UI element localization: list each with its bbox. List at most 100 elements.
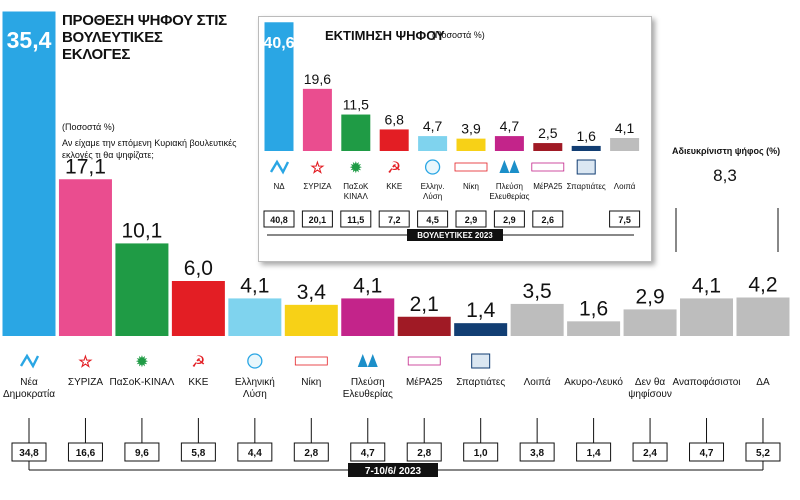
inset-bar-1-bar: [264, 22, 294, 151]
bar-14-category-label: ΔΑ: [756, 377, 770, 388]
inset-bar-7-logo: [499, 160, 520, 173]
inset-bar-1-category-label: ΝΔ: [273, 182, 285, 191]
bar-9-value-label: 1,4: [466, 299, 496, 322]
inset-bar-8-category-label: ΜέΡΑ25: [533, 182, 563, 191]
bar-5-bar: [228, 298, 282, 336]
inset-bar-3-result-value: 11,5: [347, 215, 364, 225]
inset-bar-3-value-label: 11,5: [343, 97, 369, 113]
bar-13-bar: [680, 298, 734, 336]
bar-13-previous-box: [689, 442, 725, 462]
inset-bar-1-logo: [269, 159, 290, 175]
bar-12-category-label: Δεν θα ψηφίσουν: [628, 377, 672, 400]
inset-bar-9-logo: [576, 159, 596, 175]
inset-bar-5-result-box: [417, 210, 449, 228]
bar-4-bar: [171, 281, 225, 336]
bar-6-logo: [294, 356, 328, 366]
inset-bar-10-category-label: Λοιπά: [614, 182, 636, 191]
bar-7-previous-box: [350, 442, 386, 462]
inset-bar-10-bar: [610, 138, 640, 151]
inset-bar-5-bar: [418, 136, 448, 151]
bar-10-bar: [510, 303, 564, 336]
estimate-unit: (Ποσοστά %): [432, 30, 485, 40]
inset-bar-7-category-label: Πλεύση Ελευθερίας: [489, 182, 529, 201]
inset-bar-6-result-box: [455, 210, 487, 228]
inset-bar-2-bar: [302, 88, 332, 151]
bar-3-bar: [115, 243, 169, 336]
bar-3-category-label: ΠαΣοΚ-ΚΙΝΑΛ: [110, 377, 175, 388]
bar-6-previous-box: [293, 442, 329, 462]
bar-5-previous-value: 4,4: [248, 448, 262, 459]
bar-7-value-label: 4,1: [353, 274, 382, 297]
inset-bar-1-value-label: 40,6: [263, 35, 294, 52]
estimate-title: ΕΚΤΙΜΗΣΗ ΨΗΦΟΥ: [325, 28, 445, 43]
bar-3-previous-box: [124, 442, 160, 462]
bar-6-value-label: 3,4: [297, 281, 327, 304]
main-chart-unit: (Ποσοστά %): [62, 122, 115, 132]
bar-5-category-label: Ελληνική Λύση: [235, 376, 275, 400]
inset-bar-8-bar: [533, 143, 563, 151]
bar-9-logo: [471, 353, 491, 369]
bar-13-value-label: 4,1: [692, 274, 721, 297]
inset-bar-3-category-label: ΠαΣοΚ ΚΙΝΑΛ: [343, 182, 369, 201]
bar-4-value-label: 6,0: [184, 257, 213, 280]
bar-7-category-label: Πλεύση Ελευθερίας: [343, 376, 393, 400]
bar-6-category-label: Νίκη: [301, 376, 321, 388]
inset-bar-4-result-value: 7,2: [388, 215, 401, 225]
bar-9-bar: [454, 323, 508, 336]
bar-9-previous-value: 1,0: [474, 448, 488, 459]
inset-bar-3-logo: ✹: [349, 160, 362, 177]
bar-5-logo: [247, 353, 263, 369]
bar-1-category-label: Νέα Δημοκρατία: [3, 376, 55, 400]
inset-bar-10-result-box: [609, 210, 641, 228]
estimate-inset: 40,6 ΝΔ 40,8 19,6 ☆ ΣΥΡΙΖΑ 20,1 11,5 ✹ ΠαΣοΚ ΚΙΝΑΛ…: [258, 16, 652, 262]
inset-bar-6-value-label: 3,9: [461, 121, 481, 137]
bar-3-logo: ✹: [135, 354, 148, 371]
results-badge: [407, 229, 503, 241]
inset-bar-2-category-label: ΣΥΡΙΖΑ: [303, 182, 332, 191]
inset-bar-6-logo: [454, 162, 488, 172]
bar-6-previous-value: 2,8: [304, 448, 318, 459]
bar-12-bar: [623, 309, 677, 336]
undecided-box: [668, 140, 788, 250]
inset-bar-4-value-label: 6,8: [384, 111, 404, 127]
inset-bar-5-category-label: Ελλην. Λύση: [421, 182, 445, 201]
inset-bar-8-logo: [531, 162, 565, 172]
bar-11-previous-value: 1,4: [587, 448, 601, 459]
bar-2-previous-box: [67, 442, 103, 462]
bar-12-previous-value: 2,4: [643, 448, 657, 459]
bar-10-value-label: 3,5: [523, 280, 552, 303]
inset-bar-9-value-label: 1,6: [576, 128, 596, 144]
bar-4-previous-box: [180, 442, 216, 462]
bar-12-value-label: 2,9: [635, 285, 664, 308]
main-chart-title: ΠΡΟΘΕΣΗ ΨΗΦΟΥ ΣΤΙΣ ΒΟΥΛΕΥΤΙΚΕΣ ΕΚΛΟΓΕΣ: [62, 12, 227, 63]
inset-bar-5-result-value: 4,5: [426, 215, 439, 225]
bar-1-value-label: 35,4: [7, 27, 52, 53]
bar-11-bar: [567, 321, 621, 336]
inset-bar-8-result-box: [532, 210, 564, 228]
bar-2-value-label: 17,1: [65, 155, 106, 178]
inset-bar-1-result-value: 40,8: [270, 215, 288, 225]
bar-8-category-label: ΜέΡΑ25: [406, 376, 443, 388]
bar-11-category-label: Ακυρο-Λευκό: [564, 376, 623, 388]
bar-2-previous-value: 16,6: [76, 448, 96, 459]
inset-bar-5-value-label: 4,7: [423, 118, 443, 134]
bar-1-logo: [19, 353, 40, 369]
bar-4-previous-value: 5,8: [191, 448, 205, 459]
inset-bar-2-result-value: 20,1: [309, 215, 327, 225]
bar-4-logo: ☭: [191, 354, 205, 371]
inset-bar-3-bar: [341, 114, 371, 151]
bar-10-previous-value: 3,8: [530, 448, 544, 459]
inset-bar-4-result-box: [378, 210, 410, 228]
bar-2-bar: [58, 179, 112, 336]
inset-bar-8-result-value: 2,6: [542, 215, 555, 225]
bar-9-previous-box: [463, 442, 499, 462]
bar-7-bar: [341, 298, 395, 336]
inset-bar-8-value-label: 2,5: [538, 125, 558, 141]
bar-8-logo: [407, 356, 441, 366]
date-label: 7-10/6/ 2023: [365, 466, 422, 477]
inset-bar-3-result-box: [340, 210, 372, 228]
inset-bar-7-value-label: 4,7: [500, 118, 520, 134]
estimate-chart: 40,6 ΝΔ 40,8 19,6 ☆ ΣΥΡΙΖΑ 20,1 11,5 ✹ ΠαΣοΚ ΚΙΝΑΛ…: [263, 22, 641, 241]
